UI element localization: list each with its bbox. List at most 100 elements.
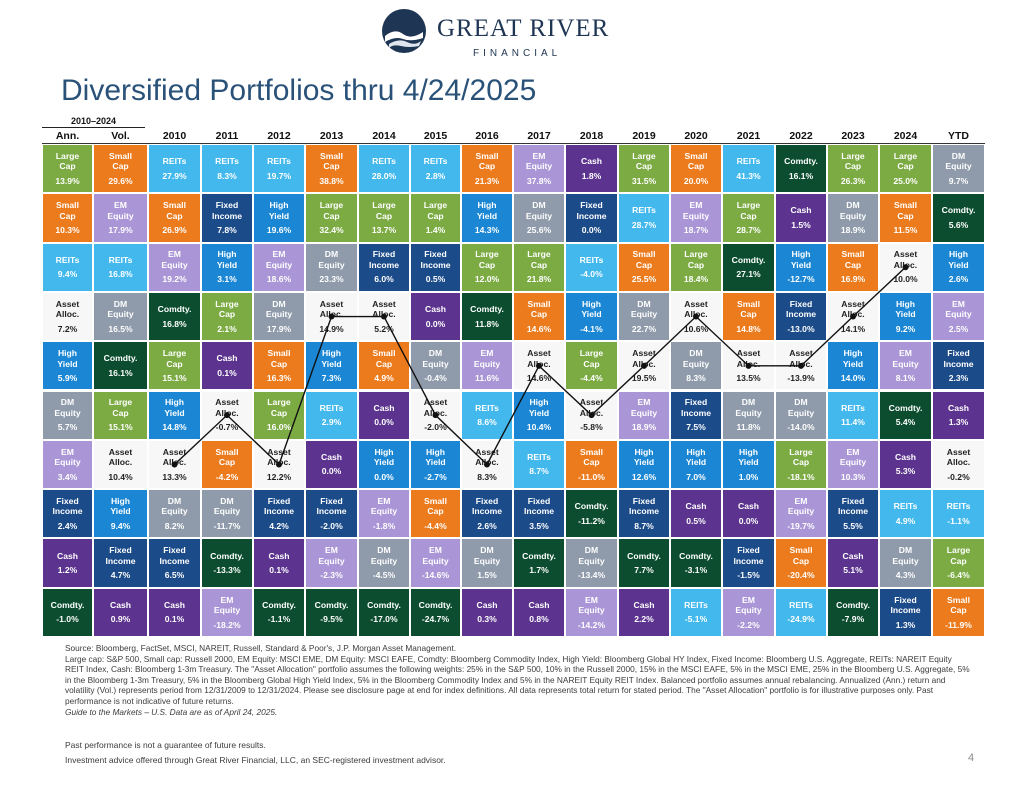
cell-return-value: -1.1%: [267, 614, 291, 625]
cell-return-value: -13.4%: [577, 570, 606, 581]
cell-2012-reits: REITs 19.7%: [253, 144, 305, 194]
cell-asset-label: High Yield: [216, 249, 238, 270]
cell-2024-reits: REITs 4.9%: [879, 489, 932, 539]
cell-return-value: -14.0%: [787, 422, 815, 433]
cell-asset-label: Cash: [633, 599, 655, 610]
cell-return-value: -4.1%: [580, 323, 603, 334]
cell-2015-asset-alloc: Asset Alloc. -2.0%: [410, 390, 461, 440]
cell-return-value: 13.3%: [162, 471, 187, 482]
cell-return-value: -1.8%: [372, 520, 396, 531]
cell-return-value: 11.4%: [841, 417, 865, 428]
cell-asset-label: High Yield: [164, 397, 185, 418]
cell-2024-small-cap: Small Cap 11.5%: [879, 193, 932, 243]
cell-asset-label: Cash: [56, 550, 78, 561]
cell-return-value: -2.2%: [737, 619, 760, 630]
cell-return-value: -0.7%: [215, 422, 239, 433]
cell-2022-reits: REITs -24.9%: [775, 587, 827, 637]
cell-asset-label: High Yield: [842, 348, 864, 369]
cell-return-value: 28.0%: [371, 170, 397, 181]
cell-return-value: 41.3%: [736, 170, 761, 181]
cell-2010-comdty: Comdty. 16.8%: [148, 291, 201, 342]
cell-2011-comdty: Comdty. -13.3%: [201, 538, 253, 588]
cell-vol-comdty: Comdty. 16.1%: [93, 341, 148, 391]
cell-return-value: 5.4%: [895, 417, 916, 428]
cell-asset-label: EM Equity: [213, 594, 241, 616]
cell-return-value: 21.8%: [526, 274, 552, 285]
cell-return-value: 0.0%: [374, 417, 394, 428]
cell-return-value: 8.3%: [477, 471, 497, 482]
cell-2020-dm-equity: DM Equity 8.3%: [670, 341, 722, 391]
cell-2019-em-equity: EM Equity 18.9%: [618, 390, 670, 440]
cell-asset-label: REITs: [162, 156, 187, 167]
cell-2023-high-yield: High Yield 14.0%: [827, 341, 879, 391]
cell-asset-label: Small Cap: [424, 495, 447, 517]
cell-asset-label: Cash: [320, 451, 342, 462]
cell-2015-fixed-income: Fixed Income 0.5%: [410, 242, 461, 292]
cell-return-value: 3.5%: [529, 520, 549, 531]
cell-asset-label: Comdty.: [627, 550, 661, 561]
cell-2016-comdty: Comdty. 11.8%: [461, 291, 513, 342]
cell-2013-fixed-income: Fixed Income -2.0%: [305, 489, 358, 539]
cell-2020-large-cap: Large Cap 18.4%: [670, 242, 722, 292]
cell-2015-cash: Cash 0.0%: [410, 291, 461, 342]
cell-asset-label: DM Equity: [370, 545, 398, 566]
cell-return-value: -1.1%: [947, 515, 970, 526]
cell-return-value: 18.9%: [631, 422, 657, 433]
column-header-2023: 2023: [841, 130, 865, 142]
cell-asset-label: EM Equity: [161, 249, 188, 270]
cell-return-value: 2.9%: [321, 417, 342, 428]
cell-2022-asset-alloc: Asset Alloc. -13.9%: [775, 341, 827, 391]
cell-vol-em-equity: EM Equity 17.9%: [93, 193, 148, 243]
cell-ytd-em-equity: EM Equity 2.5%: [932, 291, 985, 342]
cell-asset-label: EM Equity: [945, 298, 972, 320]
cell-asset-label: High Yield: [373, 446, 395, 468]
cell-return-value: 3.4%: [57, 471, 78, 482]
cell-return-value: -24.7%: [421, 614, 450, 625]
cell-2013-cash: Cash 0.0%: [305, 439, 358, 490]
cell-return-value: 13.9%: [55, 175, 80, 186]
cell-ytd-cash: Cash 1.3%: [932, 390, 985, 440]
cell-asset-label: Fixed Income: [523, 495, 555, 517]
cell-asset-label: Comdty.: [103, 353, 138, 364]
cell-return-value: 28.7%: [736, 225, 761, 236]
cell-asset-label: High Yield: [738, 446, 759, 468]
cell-return-value: 8.7%: [634, 520, 654, 531]
cell-return-value: 7.2%: [57, 323, 78, 334]
cell-asset-label: Comdty.: [574, 501, 609, 512]
cell-asset-label: REITs: [684, 599, 708, 610]
cell-asset-label: Fixed Income: [890, 594, 921, 616]
cell-return-value: 12.6%: [631, 471, 657, 482]
cell-2020-fixed-income: Fixed Income 7.5%: [670, 390, 722, 440]
cell-vol-high-yield: High Yield 9.4%: [93, 489, 148, 539]
page-title: Diversified Portfolios thru 4/24/2025: [61, 74, 537, 107]
cell-asset-label: Comdty.: [367, 599, 401, 610]
cell-return-value: 14.1%: [840, 323, 866, 334]
cell-return-value: 7.3%: [321, 373, 342, 384]
cell-asset-label: Fixed Income: [471, 495, 503, 517]
cell-return-value: -11.2%: [578, 515, 605, 526]
cell-return-value: 18.6%: [266, 274, 292, 285]
cell-return-value: -0.2%: [947, 471, 970, 482]
cell-2019-comdty: Comdty. 7.7%: [618, 538, 670, 588]
cell-return-value: 15.1%: [162, 373, 187, 384]
cell-asset-label: Cash: [216, 353, 238, 364]
cell-2021-asset-alloc: Asset Alloc. 13.5%: [722, 341, 775, 391]
cell-asset-label: Small Cap: [580, 446, 603, 468]
cell-asset-label: DM Equity: [787, 397, 815, 418]
cell-2021-high-yield: High Yield 1.0%: [722, 439, 775, 490]
cell-2024-cash: Cash 5.3%: [879, 439, 932, 490]
cell-2018-comdty: Comdty. -11.2%: [565, 489, 618, 539]
cell-asset-label: REITs: [319, 402, 344, 413]
cell-2017-high-yield: High Yield 10.4%: [513, 390, 565, 440]
cell-return-value: 14.9%: [319, 323, 344, 334]
cell-2019-dm-equity: DM Equity 22.7%: [618, 291, 670, 342]
cell-return-value: -17.0%: [370, 614, 398, 625]
cell-return-value: 0.5%: [425, 274, 446, 285]
cell-2021-fixed-income: Fixed Income -1.5%: [722, 538, 775, 588]
cell-return-value: 26.9%: [162, 225, 187, 236]
cell-return-value: 19.2%: [162, 274, 187, 285]
cell-asset-label: Cash: [894, 451, 916, 462]
cell-asset-label: Cash: [737, 501, 759, 512]
cell-return-value: 17.9%: [108, 225, 133, 236]
cell-2023-cash: Cash 5.1%: [827, 538, 879, 588]
